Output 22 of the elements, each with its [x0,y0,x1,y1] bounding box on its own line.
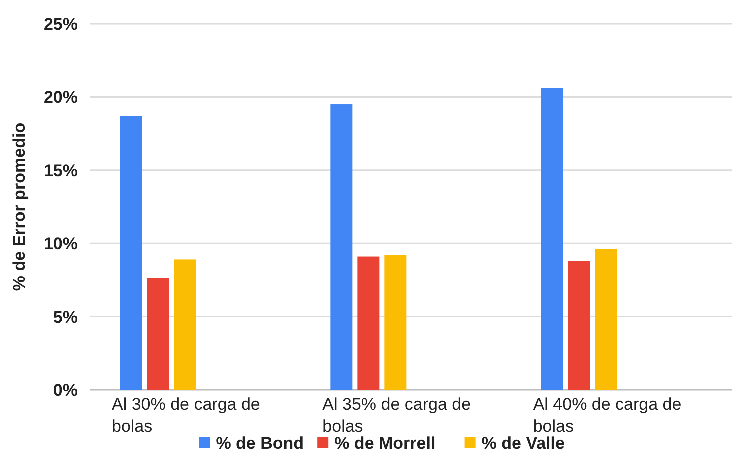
y-tick-label: 0% [53,380,78,400]
bar [120,116,142,390]
x-tick-label: Al 30% de carga de bolas [112,395,260,436]
y-tick-label: 20% [44,88,78,108]
x-tick-label: Al 35% de carga de bolas [322,395,472,436]
bar [568,261,590,390]
bar [147,278,169,390]
legend-label: % de Morrell [334,434,436,453]
bar [174,260,196,390]
y-tick-label: 5% [53,308,78,327]
bar [330,104,353,390]
y-tick-label: 25% [44,14,78,34]
bar [541,88,564,390]
y-tick-label: 10% [44,234,78,254]
y-axis-title: % de Error promedio [10,122,29,292]
legend-label: % de Valle [482,434,565,453]
bar [358,256,380,390]
x-tick-label: Al 40% de carga de bolas [533,395,682,436]
legend-label: % de Bond [216,434,304,453]
bar [384,255,407,390]
y-tick-label: 15% [44,161,78,180]
bar [595,249,618,390]
